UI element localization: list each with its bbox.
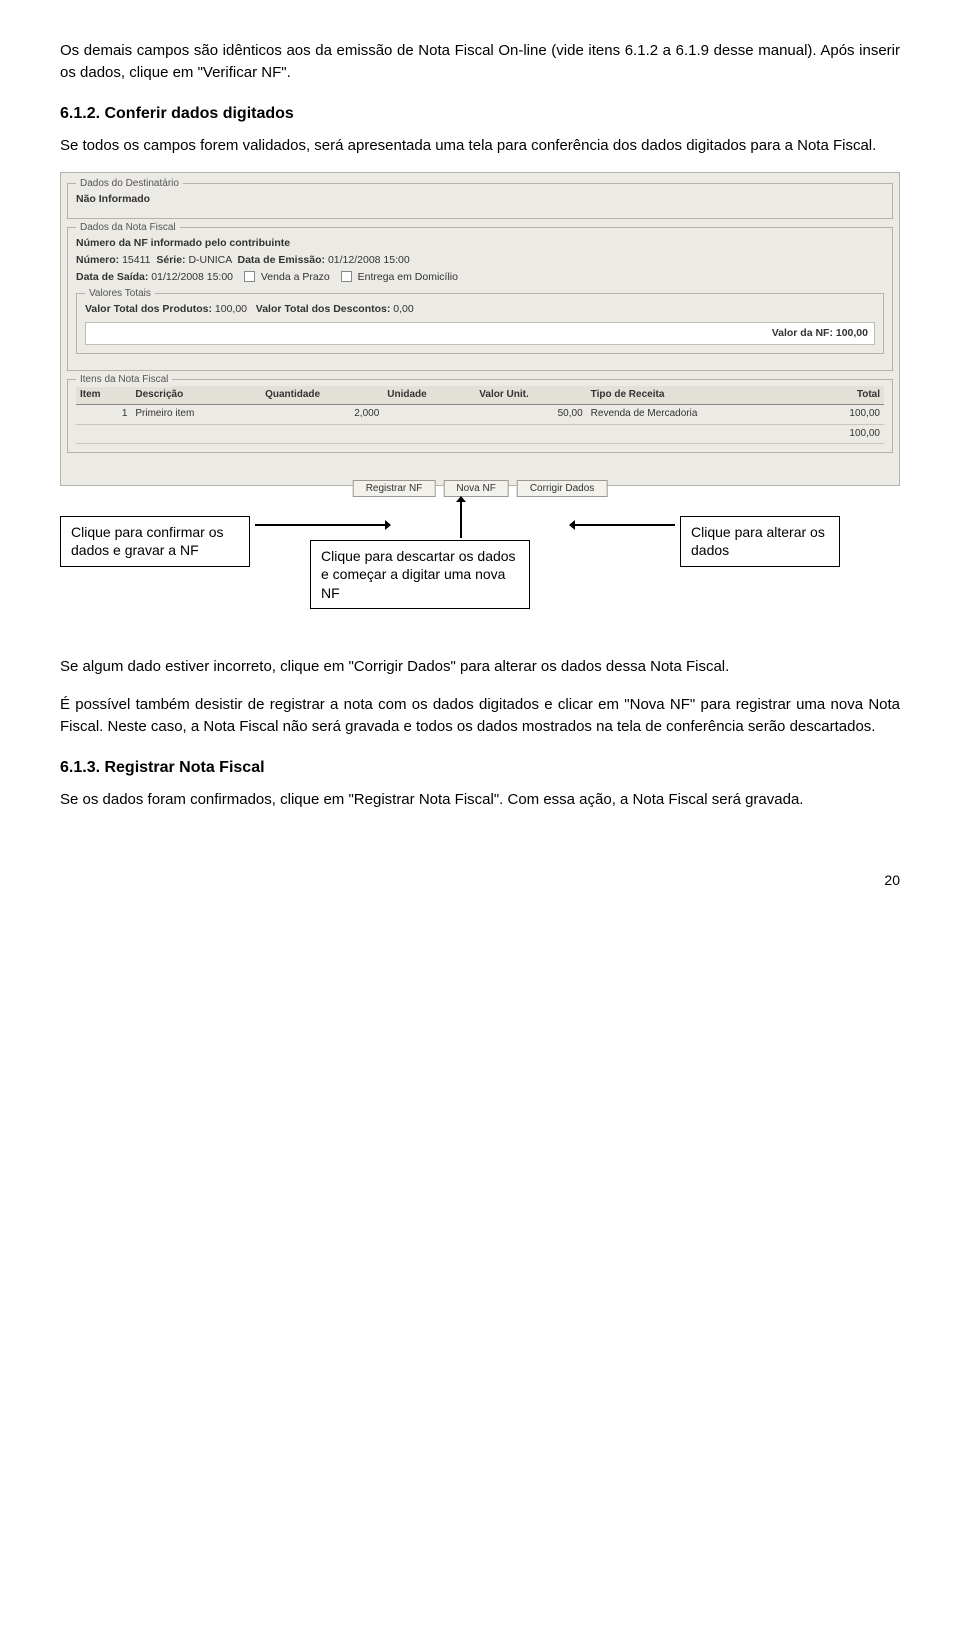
grand-total: 100,00	[809, 424, 884, 444]
table-header-row: Item Descrição Quantidade Unidade Valor …	[76, 386, 884, 405]
col-descricao: Descrição	[131, 386, 261, 405]
cell-quantidade: 2,000	[261, 405, 383, 425]
destinatario-fieldset: Dados do Destinatário Não Informado	[67, 183, 893, 218]
post-paragraph-2: É possível também desistir de registrar …	[60, 694, 900, 738]
arrow-confirm	[255, 524, 385, 526]
nf-info-line3: Data de Saída: 01/12/2008 15:00 Venda a …	[76, 270, 884, 285]
numero-value: 15411	[122, 254, 150, 266]
post-paragraph-1: Se algum dado estiver incorreto, clique …	[60, 656, 900, 678]
cell-descricao: Primeiro item	[131, 405, 261, 425]
total-prod-value: 100,00	[215, 303, 247, 315]
post-paragraph-3: Se os dados foram confirmados, clique em…	[60, 789, 900, 811]
saida-value: 01/12/2008 15:00	[151, 271, 233, 283]
col-item: Item	[76, 386, 131, 405]
valor-nf-row: Valor da NF: 100,00	[85, 322, 875, 345]
annotation-discard: Clique para descartar os dados e começar…	[310, 540, 530, 609]
col-quantidade: Quantidade	[261, 386, 383, 405]
total-prod-label: Valor Total dos Produtos:	[85, 303, 212, 315]
valores-totais-fieldset: Valores Totais Valor Total dos Produtos:…	[76, 293, 884, 353]
checkbox-prazo[interactable]	[244, 271, 255, 282]
cell-unidade	[383, 405, 475, 425]
totais-line: Valor Total dos Produtos: 100,00 Valor T…	[85, 302, 875, 317]
arrow-discard	[460, 502, 462, 538]
cell-tipo-receita: Revenda de Mercadoria	[587, 405, 809, 425]
emissao-value: 01/12/2008 15:00	[328, 254, 410, 266]
total-desc-label: Valor Total dos Descontos:	[256, 303, 391, 315]
saida-label: Data de Saída:	[76, 271, 148, 283]
cell-total: 100,00	[809, 405, 884, 425]
intro-paragraph-1: Os demais campos são idênticos aos da em…	[60, 40, 900, 84]
valor-nf-value: 100,00	[836, 327, 868, 339]
dados-nf-fieldset: Dados da Nota Fiscal Número da NF inform…	[67, 227, 893, 371]
arrow-alter	[575, 524, 675, 526]
destinatario-legend: Dados do Destinatário	[76, 177, 183, 192]
intro-paragraph-2: Se todos os campos forem validados, será…	[60, 135, 900, 157]
emissao-label: Data de Emissão:	[237, 254, 325, 266]
nf-info-line2: Número: 15411 Série: D-UNICA Data de Emi…	[76, 253, 884, 268]
destinatario-value: Não Informado	[76, 192, 884, 207]
cell-item: 1	[76, 405, 131, 425]
numero-label: Número:	[76, 254, 119, 266]
dados-nf-legend: Dados da Nota Fiscal	[76, 221, 180, 236]
checkbox-prazo-label: Venda a Prazo	[261, 271, 330, 283]
annotation-confirm: Clique para confirmar os dados e gravar …	[60, 516, 250, 566]
nova-nf-button[interactable]: Nova NF	[443, 480, 508, 497]
registrar-nf-button[interactable]: Registrar NF	[353, 480, 436, 497]
col-tipo-receita: Tipo de Receita	[587, 386, 809, 405]
button-bar: Registrar NF Nova NF Corrigir Dados	[353, 480, 608, 497]
itens-table: Item Descrição Quantidade Unidade Valor …	[76, 386, 884, 445]
checkbox-domicilio[interactable]	[341, 271, 352, 282]
col-unidade: Unidade	[383, 386, 475, 405]
annotation-alter: Clique para alterar os dados	[680, 516, 840, 566]
col-valor-unit: Valor Unit.	[475, 386, 586, 405]
table-total-row: 100,00	[76, 424, 884, 444]
page-number: 20	[60, 870, 900, 890]
col-total: Total	[809, 386, 884, 405]
corrigir-dados-button[interactable]: Corrigir Dados	[517, 480, 607, 497]
annotation-row: Clique para confirmar os dados e gravar …	[60, 516, 900, 636]
serie-value: D-UNICA	[188, 254, 231, 266]
valor-nf-label: Valor da NF:	[772, 327, 833, 339]
total-desc-value: 0,00	[393, 303, 413, 315]
itens-nf-legend: Itens da Nota Fiscal	[76, 373, 172, 388]
checkbox-domicilio-label: Entrega em Domicílio	[358, 271, 458, 283]
nf-confirm-screenshot: Dados do Destinatário Não Informado Dado…	[60, 172, 900, 486]
section-heading-612: 6.1.2. Conferir dados digitados	[60, 102, 900, 125]
section-heading-613: 6.1.3. Registrar Nota Fiscal	[60, 756, 900, 779]
nf-info-line1: Número da NF informado pelo contribuinte	[76, 236, 884, 251]
itens-nf-fieldset: Itens da Nota Fiscal Item Descrição Quan…	[67, 379, 893, 454]
cell-valor-unit: 50,00	[475, 405, 586, 425]
serie-label: Série:	[156, 254, 185, 266]
table-row: 1 Primeiro item 2,000 50,00 Revenda de M…	[76, 405, 884, 425]
valores-totais-legend: Valores Totais	[85, 287, 155, 302]
